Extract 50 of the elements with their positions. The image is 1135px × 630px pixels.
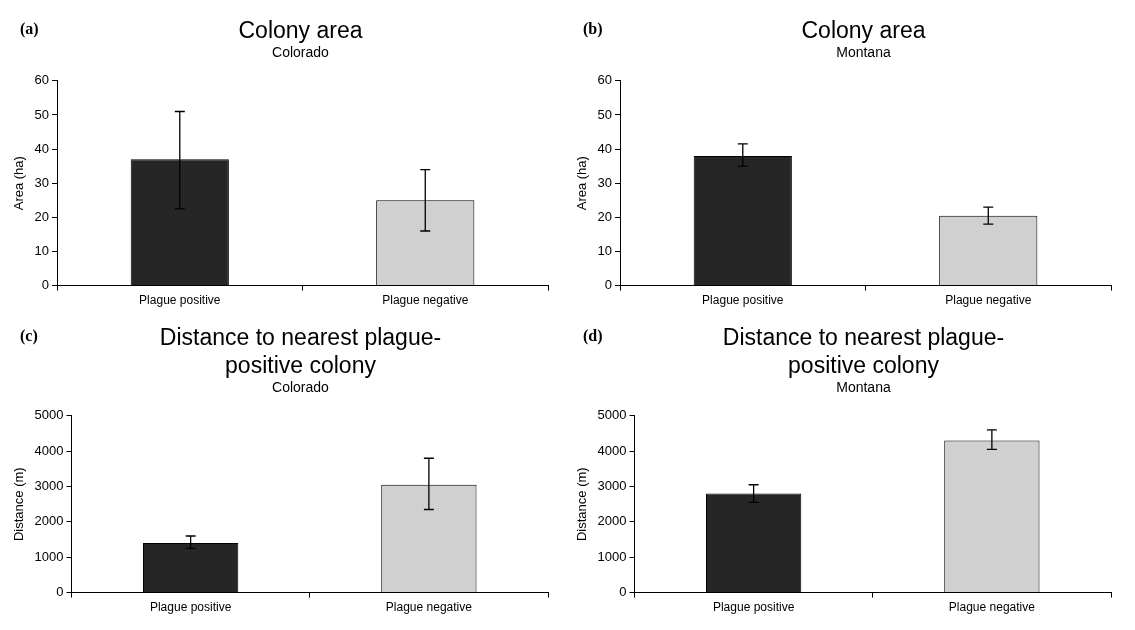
chart-title: Colony area <box>800 16 927 44</box>
x-tick-label: Plague positive <box>139 293 221 308</box>
x-tick-label: Plague positive <box>149 600 232 615</box>
chart-subtitle: Montana <box>835 379 892 395</box>
y-tick-label: 10 <box>34 243 50 259</box>
y-tick-label: 10 <box>597 243 613 259</box>
chart-title: Colony area <box>237 16 364 44</box>
x-tick-label: Plague positive <box>702 293 784 308</box>
text: (b) <box>583 20 603 38</box>
text: (a) <box>20 20 39 38</box>
y-axis-title: Distance (m) <box>574 467 590 542</box>
y-axis-title: Area (ha) <box>574 156 590 211</box>
y-tick-label: 2000 <box>34 513 64 529</box>
y-tick-label: 1000 <box>34 548 64 564</box>
text: (c) <box>20 327 38 345</box>
chart-subtitle: Colorado <box>271 379 330 395</box>
y-tick-label: 40 <box>597 140 613 156</box>
y-tick-label: 1000 <box>597 548 627 564</box>
y-tick-label: 50 <box>597 106 613 122</box>
y-tick-label: 30 <box>597 174 613 190</box>
y-tick-label: 30 <box>34 174 50 190</box>
y-tick-label: 40 <box>34 140 50 156</box>
x-tick-label: Plague negative <box>382 293 469 308</box>
text: (d) <box>583 327 603 345</box>
y-tick-label: 20 <box>34 208 50 224</box>
y-tick-label: 0 <box>41 277 50 293</box>
y-tick-label: 60 <box>34 72 50 88</box>
x-tick-label: Plague negative <box>945 293 1032 308</box>
y-tick-label: 50 <box>34 106 50 122</box>
y-tick-label: 0 <box>619 584 627 600</box>
chart-subtitle: Colorado <box>271 44 330 60</box>
y-axis-title: Distance (m) <box>11 467 27 542</box>
y-axis-title: Area (ha) <box>11 156 27 211</box>
x-tick-label: Plague positive <box>712 600 795 615</box>
y-tick-label: 0 <box>604 277 613 293</box>
chart-title: Distance to nearest plague-positive colony <box>158 323 443 379</box>
y-tick-label: 5000 <box>597 407 627 423</box>
x-tick-label: Plague negative <box>948 600 1036 615</box>
y-tick-label: 4000 <box>34 442 64 458</box>
y-tick-label: 4000 <box>597 442 627 458</box>
x-tick-label: Plague negative <box>385 600 473 615</box>
y-tick-label: 3000 <box>597 478 627 494</box>
y-tick-label: 60 <box>597 72 613 88</box>
y-tick-label: 2000 <box>597 513 627 529</box>
y-tick-label: 0 <box>56 584 64 600</box>
y-tick-label: 5000 <box>34 407 64 423</box>
chart-subtitle: Montana <box>835 44 892 60</box>
y-tick-label: 3000 <box>34 478 64 494</box>
chart-title: Distance to nearest plague-positive colony <box>721 323 1006 379</box>
y-tick-label: 20 <box>597 208 613 224</box>
